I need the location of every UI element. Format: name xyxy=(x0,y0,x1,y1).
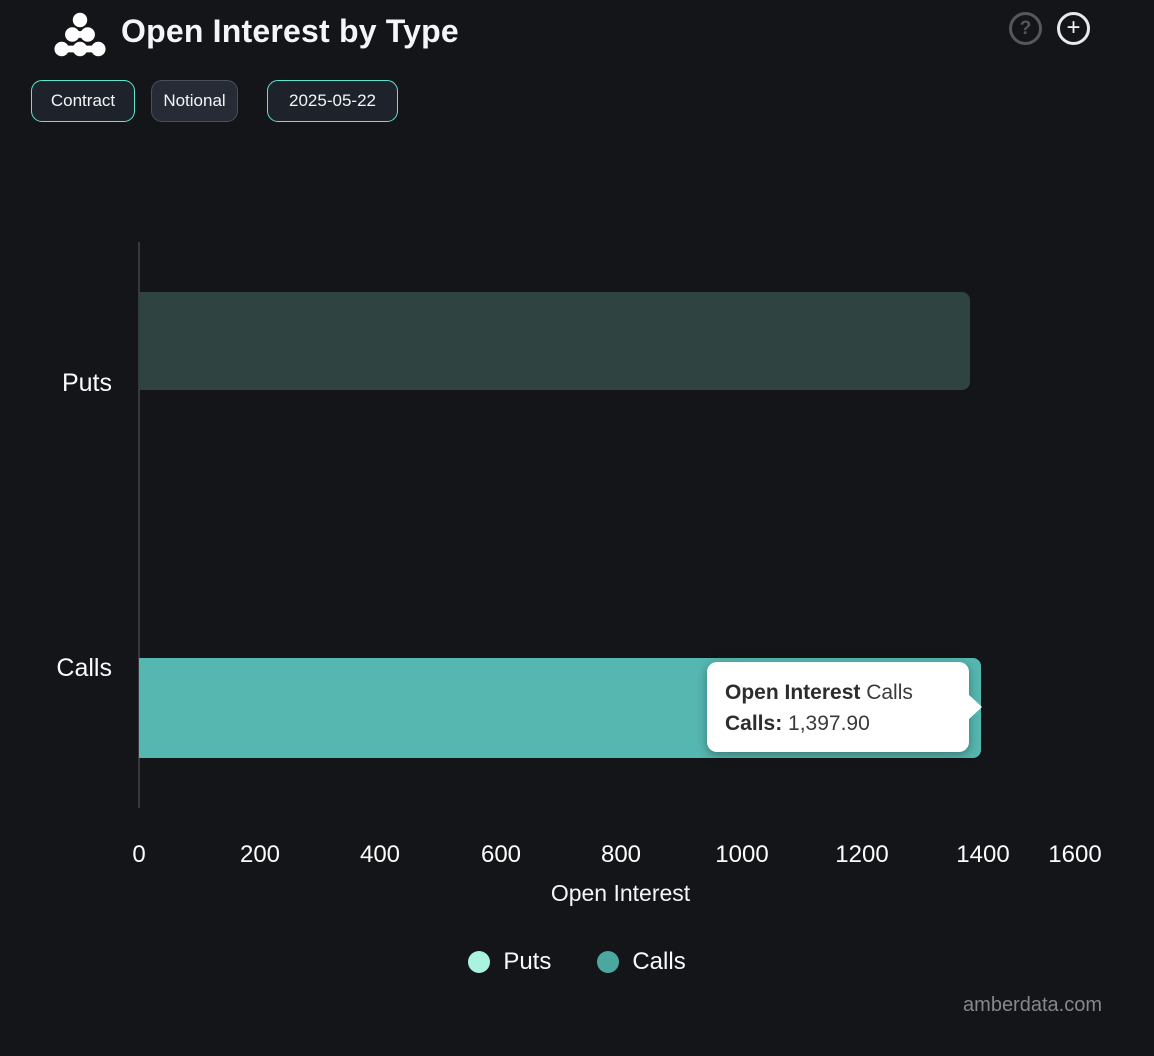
chart-legend: Puts Calls xyxy=(0,948,1154,976)
contract-toggle-button[interactable]: Contract xyxy=(31,80,135,122)
notional-toggle-button[interactable]: Notional xyxy=(151,80,238,122)
watermark: amberdata.com xyxy=(963,994,1102,1016)
tooltip-row-label: Calls: xyxy=(725,712,783,735)
tooltip-title: Open Interest Calls xyxy=(725,677,969,708)
x-tick-1400: 1400 xyxy=(956,841,1010,868)
contract-button-label: Contract xyxy=(50,91,116,110)
plus-glyph: + xyxy=(1066,13,1081,41)
notional-button-label: Notional xyxy=(163,91,226,110)
x-tick-1200: 1200 xyxy=(835,841,889,868)
y-axis-line xyxy=(138,242,140,808)
legend-label-puts: Puts xyxy=(503,948,552,975)
add-icon[interactable]: + xyxy=(1057,12,1090,45)
x-axis-title: Open Interest xyxy=(550,880,691,906)
date-selector-button[interactable]: 2025-05-22 xyxy=(267,80,398,122)
help-icon[interactable]: ? xyxy=(1009,12,1042,45)
tooltip-row-value: 1,397.90 xyxy=(782,712,870,735)
x-tick-1600: 1600 xyxy=(1048,841,1102,868)
help-glyph: ? xyxy=(1019,17,1032,39)
tooltip-arrow-icon xyxy=(968,694,982,720)
legend-dot-calls-icon xyxy=(597,951,620,973)
legend-label-calls: Calls xyxy=(632,948,686,975)
tooltip-title-rest: Calls xyxy=(860,681,913,704)
y-axis-label-calls: Calls xyxy=(56,654,112,682)
tooltip: Open Interest Calls Calls: 1,397.90 xyxy=(707,662,982,752)
x-tick-200: 200 xyxy=(239,841,281,868)
x-tick-1000: 1000 xyxy=(715,841,769,868)
x-tick-600: 600 xyxy=(480,841,522,868)
bar-puts[interactable] xyxy=(139,292,970,390)
legend-dot-puts-icon xyxy=(468,951,491,973)
legend-item-calls[interactable]: Calls xyxy=(597,948,686,976)
amberdata-logo-icon xyxy=(54,12,106,57)
date-button-label: 2025-05-22 xyxy=(289,91,376,110)
x-tick-0: 0 xyxy=(132,841,146,868)
x-tick-400: 400 xyxy=(359,841,401,868)
tooltip-row: Calls: 1,397.90 xyxy=(725,708,969,739)
legend-item-puts[interactable]: Puts xyxy=(468,948,551,976)
tooltip-title-bold: Open Interest xyxy=(725,681,861,704)
y-axis-label-puts: Puts xyxy=(61,369,112,397)
page-title: Open Interest by Type xyxy=(121,13,459,49)
x-tick-800: 800 xyxy=(600,841,642,868)
